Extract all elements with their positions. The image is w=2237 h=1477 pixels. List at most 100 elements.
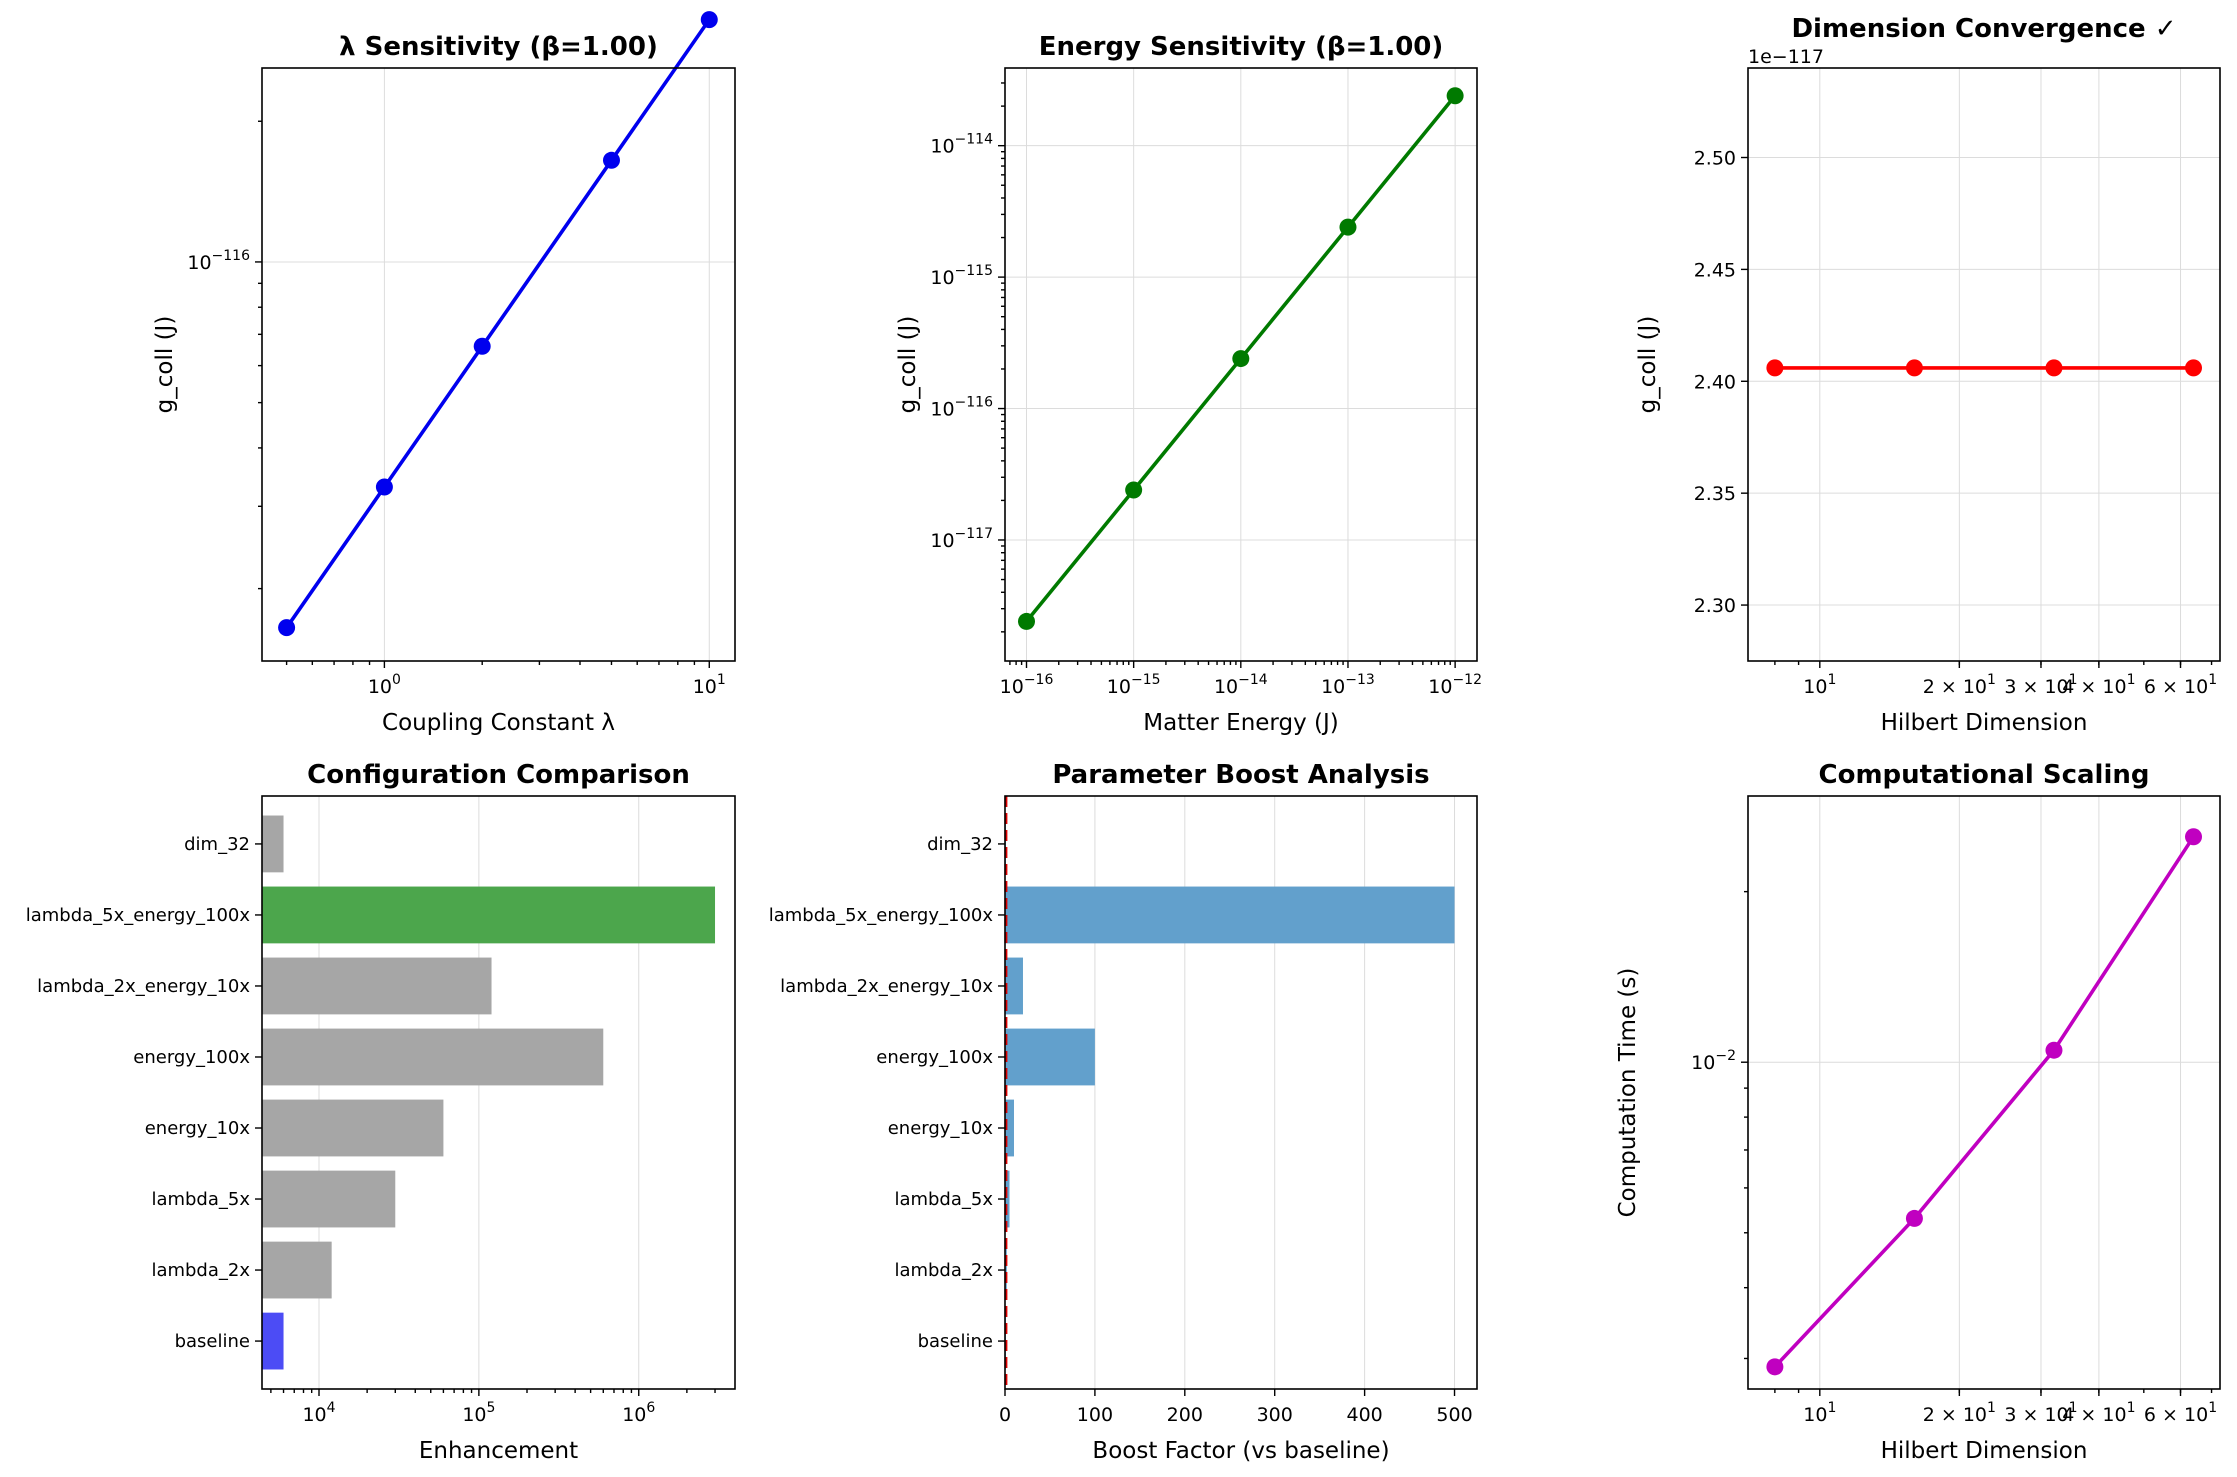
x-tick-label: 101 <box>693 672 726 698</box>
x-tick-label: 10−15 <box>1107 672 1161 698</box>
category-label: energy_100x <box>133 1047 250 1068</box>
data-point <box>700 11 718 29</box>
x-axis-label: Hilbert Dimension <box>1881 1438 2088 1464</box>
data-point <box>278 619 296 637</box>
x-tick-label: 400 <box>1346 1404 1382 1426</box>
x-axis-label: Coupling Constant λ <box>382 710 615 736</box>
category-label: lambda_2x <box>894 1260 993 1281</box>
category-label: baseline <box>918 1331 993 1352</box>
y-axis-label: g_coll (J) <box>895 316 921 414</box>
data-point <box>375 478 393 496</box>
x-tick-label: 2 × 101 <box>1923 1400 1996 1426</box>
category-label: baseline <box>175 1331 250 1352</box>
chart-title: Dimension Convergence ✓ <box>1791 14 2176 44</box>
data-point <box>2185 828 2203 846</box>
chart-title: Configuration Comparison <box>307 760 690 790</box>
data-point <box>1232 350 1250 368</box>
y-tick-label: 10−115 <box>930 263 993 289</box>
data-point <box>1339 218 1357 236</box>
bar-energy_100x <box>262 1028 604 1086</box>
axes-frame <box>261 67 736 662</box>
axes-frame <box>261 795 736 1390</box>
x-tick-label: 10−13 <box>1321 672 1375 698</box>
x-axis-label: Hilbert Dimension <box>1881 710 2088 736</box>
x-tick-label: 500 <box>1436 1404 1472 1426</box>
axes-frame <box>1004 795 1478 1390</box>
bar-lambda_2x_energy_10x <box>1005 957 1023 1015</box>
x-tick-label: 101 <box>1803 672 1836 698</box>
chart-panel-1: 100 101 10−116 λ Sensitivity (β=1.00) Coupli… <box>152 11 736 736</box>
axes-frame <box>1747 67 2221 662</box>
category-label: energy_10x <box>888 1118 994 1139</box>
x-axis-label: Boost Factor (vs baseline) <box>1092 1438 1389 1464</box>
x-tick-label: 4 × 101 <box>2062 672 2135 698</box>
data-point <box>2185 359 2203 377</box>
data-point <box>1446 87 1464 105</box>
bar-lambda_2x_energy_10x <box>262 957 492 1015</box>
x-tick-label: 300 <box>1257 1404 1293 1426</box>
bar-lambda_5x_energy_100x <box>1005 886 1455 944</box>
y-tick-label: 10−116 <box>930 395 993 421</box>
x-tick-label: 3 × 101 <box>2004 672 2077 698</box>
category-label: lambda_5x <box>894 1189 993 1210</box>
category-label: lambda_2x <box>151 1260 250 1281</box>
x-tick-label: 100 <box>1077 1404 1113 1426</box>
series-line <box>1773 835 2196 1369</box>
x-tick-label: 101 <box>1803 1400 1836 1426</box>
bar-lambda_5x <box>1005 1170 1010 1228</box>
category-label: lambda_5x_energy_100x <box>769 905 994 926</box>
x-tick-label: 200 <box>1167 1404 1203 1426</box>
x-tick-label: 10−14 <box>1214 672 1268 698</box>
chart-panel-2: 10−16 10−15 10−14 10−13 10−12 10−117 10−116 10−… <box>895 32 1482 736</box>
y-tick-label: 10−114 <box>930 132 993 158</box>
chart-title: Computational Scaling <box>1819 760 2150 790</box>
y-tick-label: 10−2 <box>1691 1048 1736 1074</box>
data-point <box>2045 359 2063 377</box>
y-tick-label: 10−117 <box>930 526 993 552</box>
y-axis-label: g_coll (J) <box>152 316 178 414</box>
y-tick-label: 2.50 <box>1694 148 1736 170</box>
category-label: energy_10x <box>145 1118 251 1139</box>
data-point <box>1766 1358 1784 1376</box>
series-line <box>285 18 711 629</box>
data-point <box>473 337 491 355</box>
y-axis-label: Computation Time (s) <box>1615 968 1641 1218</box>
category-label: lambda_5x_energy_100x <box>26 905 251 926</box>
x-tick-label: 4 × 101 <box>2062 1400 2135 1426</box>
bar-energy_100x <box>1005 1028 1095 1086</box>
category-label: energy_100x <box>876 1047 993 1068</box>
x-axis-label: Enhancement <box>419 1438 578 1464</box>
x-tick-label: 104 <box>302 1400 335 1426</box>
data-point <box>1905 359 1923 377</box>
bar-energy_10x <box>262 1099 444 1157</box>
y-tick-label: 2.45 <box>1694 259 1736 281</box>
bar-dim_32 <box>262 815 284 873</box>
x-tick-label: 0 <box>999 1404 1011 1426</box>
bar-lambda_2x <box>262 1241 332 1299</box>
x-tick-label: 10−12 <box>1428 672 1482 698</box>
data-point <box>1125 481 1143 499</box>
x-tick-label: 105 <box>462 1400 495 1426</box>
x-tick-label: 100 <box>368 672 401 698</box>
x-axis-label: Matter Energy (J) <box>1143 710 1338 736</box>
axes-frame <box>1747 795 2221 1390</box>
chart-panel-5: 0 100 200 300 400 500 baseline lambda_2x lambda_… <box>769 760 1478 1464</box>
bar-energy_10x <box>1005 1099 1014 1157</box>
y-tick-label: 10−116 <box>187 248 250 274</box>
chart-title: Energy Sensitivity (β=1.00) <box>1039 32 1444 62</box>
chart-title: Parameter Boost Analysis <box>1052 760 1429 790</box>
data-point <box>1766 359 1784 377</box>
x-tick-label: 106 <box>622 1400 655 1426</box>
x-tick-label: 6 × 101 <box>2144 1400 2217 1426</box>
data-point <box>602 151 620 169</box>
data-point <box>1018 612 1036 630</box>
data-point <box>2045 1041 2063 1059</box>
bar-lambda_5x <box>262 1170 396 1228</box>
y-tick-label: 2.40 <box>1694 371 1736 393</box>
x-tick-label: 2 × 101 <box>1923 672 1996 698</box>
chart-panel-4: 104 105 106 baseline lambda_2x lambda_5x energ… <box>26 760 736 1464</box>
category-label: lambda_5x <box>151 1189 250 1210</box>
